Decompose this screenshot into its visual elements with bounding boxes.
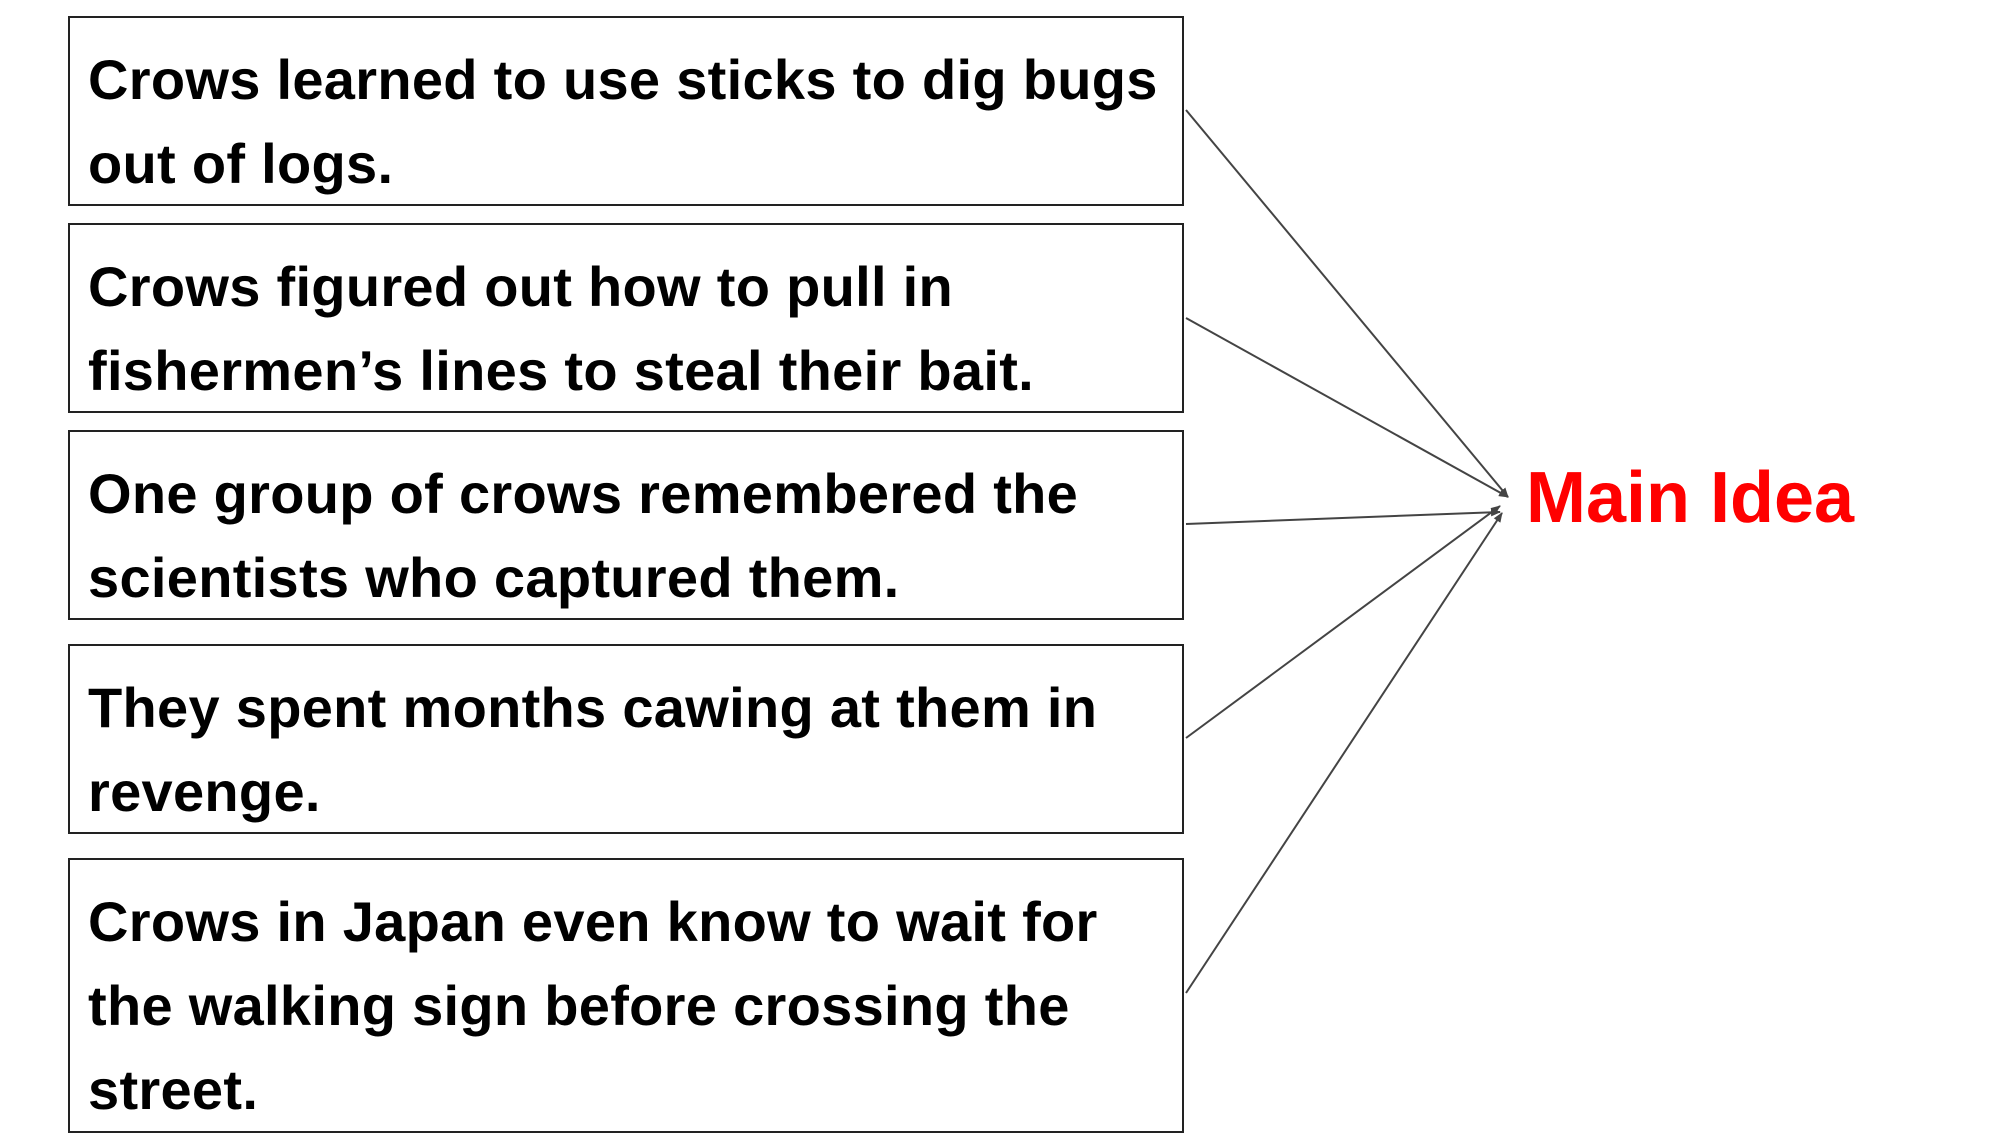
detail-text-5: Crows in Japan even know to wait for the…: [88, 890, 1098, 1121]
detail-box-4: They spent months cawing at them in reve…: [68, 644, 1184, 834]
detail-box-5: Crows in Japan even know to wait for the…: [68, 858, 1184, 1133]
detail-box-1: Crows learned to use sticks to dig bugs …: [68, 16, 1184, 206]
arrow-detail-4: [1185, 505, 1501, 739]
detail-text-2: Crows figured out how to pull in fisherm…: [88, 255, 1035, 402]
detail-text-3: One group of crows remembered the scient…: [88, 462, 1079, 609]
arrow-detail-5: [1185, 512, 1503, 994]
detail-box-3: One group of crows remembered the scient…: [68, 430, 1184, 620]
detail-text-1: Crows learned to use sticks to dig bugs …: [88, 48, 1158, 195]
detail-text-4: They spent months cawing at them in reve…: [88, 676, 1098, 823]
detail-box-2: Crows figured out how to pull in fisherm…: [68, 223, 1184, 413]
main-idea-label: Main Idea: [1526, 458, 1855, 538]
arrow-detail-2: [1185, 317, 1509, 498]
arrow-detail-3: [1185, 508, 1501, 525]
arrow-detail-1: [1185, 109, 1509, 498]
